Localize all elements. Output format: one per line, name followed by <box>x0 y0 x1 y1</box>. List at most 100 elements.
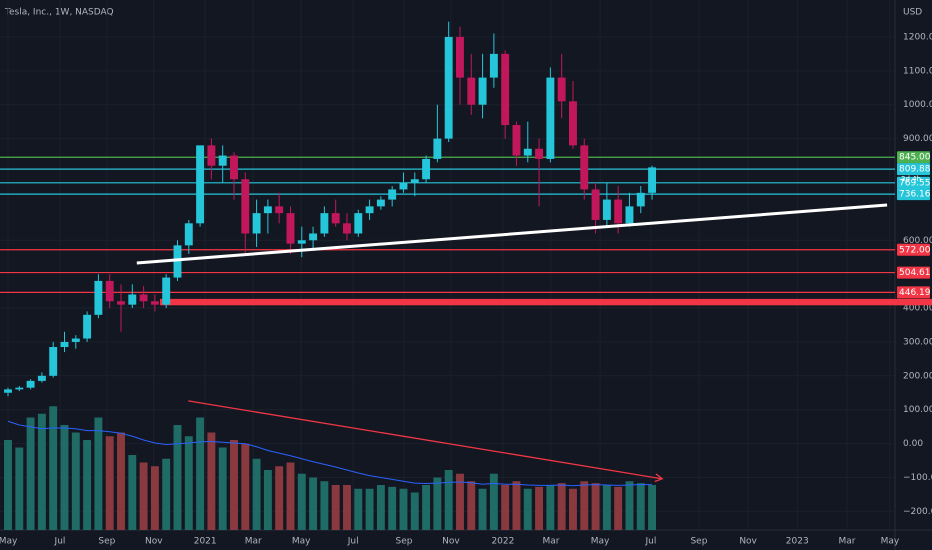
trendline <box>136 203 888 265</box>
countdown: 3d 4h <box>901 175 921 183</box>
volume-bar <box>173 425 182 530</box>
volume-bar <box>60 425 69 530</box>
x-tick-label: 2022 <box>491 537 514 547</box>
price-level-tag <box>897 151 930 164</box>
candle-body <box>376 199 385 207</box>
candle-body <box>614 199 623 224</box>
candle-body <box>184 223 193 246</box>
candle-body <box>173 245 182 278</box>
price-level-tag <box>897 286 930 299</box>
x-tick-label: Sep <box>690 537 707 547</box>
volume-bar <box>139 462 148 530</box>
candle-body <box>139 294 148 302</box>
candle-body <box>331 213 340 224</box>
candle-body <box>196 145 205 224</box>
candle-body <box>275 206 284 214</box>
volume-bar <box>207 432 216 530</box>
price-level-tag <box>897 188 930 201</box>
volume-bar <box>467 481 476 530</box>
candle-body <box>625 206 634 224</box>
candle-body <box>49 347 58 376</box>
volume-bar <box>49 406 58 530</box>
volume-bar <box>501 485 510 530</box>
candle-body <box>354 213 363 234</box>
y-tick-label: 1200.00 <box>903 32 932 42</box>
price-level-tag <box>897 243 930 256</box>
candle-body <box>37 375 46 381</box>
y-tick-label: 0.00 <box>903 439 923 449</box>
volume-bar <box>263 470 272 530</box>
price-level-label: 504.61 <box>899 268 931 278</box>
y-tick-label: 1100.00 <box>903 66 932 76</box>
candle-body <box>569 101 577 146</box>
volume-bar <box>512 481 521 530</box>
volume-bar <box>365 488 374 530</box>
volume-bar <box>625 481 634 530</box>
price-level-label: 845.00 <box>899 153 931 163</box>
candle-body <box>320 213 329 234</box>
volume-bar <box>535 486 544 530</box>
volume-bar <box>184 436 193 530</box>
volume-bar <box>614 486 623 530</box>
candle-body <box>399 182 408 190</box>
volume-bar <box>636 483 645 530</box>
volume-bar <box>602 485 611 530</box>
volume-bar <box>218 447 227 530</box>
candle-body <box>83 314 92 339</box>
volume-bar <box>580 481 589 530</box>
volume-bar <box>591 483 600 530</box>
y-tick-label: 200.00 <box>903 371 932 381</box>
volume-bar <box>478 488 487 530</box>
price-level-label: 446.19 <box>899 288 931 298</box>
candle-body <box>4 389 12 393</box>
volume-bar <box>4 440 12 530</box>
y-tick-label: −100.00 <box>903 473 932 483</box>
x-tick-label: May <box>881 537 900 547</box>
candle-body <box>252 213 261 234</box>
volume-ma-line <box>7 420 653 487</box>
x-tick-label: May <box>0 537 18 547</box>
x-tick-label: Nov <box>442 537 460 547</box>
price-level-tag <box>897 266 930 279</box>
volume-bar <box>71 432 80 530</box>
candle-body <box>162 277 171 305</box>
candle-body <box>512 125 521 156</box>
candle-body <box>365 206 374 214</box>
price-level-tag <box>897 176 930 189</box>
volume-bar <box>297 473 306 530</box>
y-tick-label: 100.00 <box>903 405 932 415</box>
candle-body <box>444 36 453 139</box>
volume-bar <box>433 477 442 530</box>
volume-bar <box>105 436 114 530</box>
candle-body <box>557 77 566 102</box>
candle-body <box>309 233 318 241</box>
x-tick-label: Jul <box>645 537 657 547</box>
y-tick-label: 300.00 <box>903 337 932 347</box>
candle-body <box>230 155 238 180</box>
volume-bar <box>128 455 137 530</box>
x-tick-label: Sep <box>396 537 413 547</box>
volume-bar <box>376 485 385 530</box>
volume-bar <box>569 488 577 530</box>
volume-bar <box>309 477 318 530</box>
x-tick-label: 2023 <box>786 537 809 547</box>
volume-bar <box>15 447 24 530</box>
volume-bar <box>26 417 35 530</box>
candle-body <box>94 280 103 315</box>
volume-bar <box>286 462 295 530</box>
candle-body <box>456 36 464 78</box>
candle-body <box>580 145 589 190</box>
candle-body <box>591 189 600 220</box>
x-tick-label: Nov <box>145 537 163 547</box>
candle-body <box>410 179 419 183</box>
trend-arrow <box>188 400 663 480</box>
x-tick-label: Jul <box>347 537 359 547</box>
candle-body <box>422 158 431 180</box>
price-zone-tag <box>895 298 932 306</box>
y-tick-label: 1000.00 <box>903 100 932 110</box>
x-tick-label: Sep <box>98 537 115 547</box>
price-level-tag <box>897 163 930 176</box>
price-level-label: 809.88 <box>899 165 931 175</box>
candle-body <box>128 294 137 305</box>
